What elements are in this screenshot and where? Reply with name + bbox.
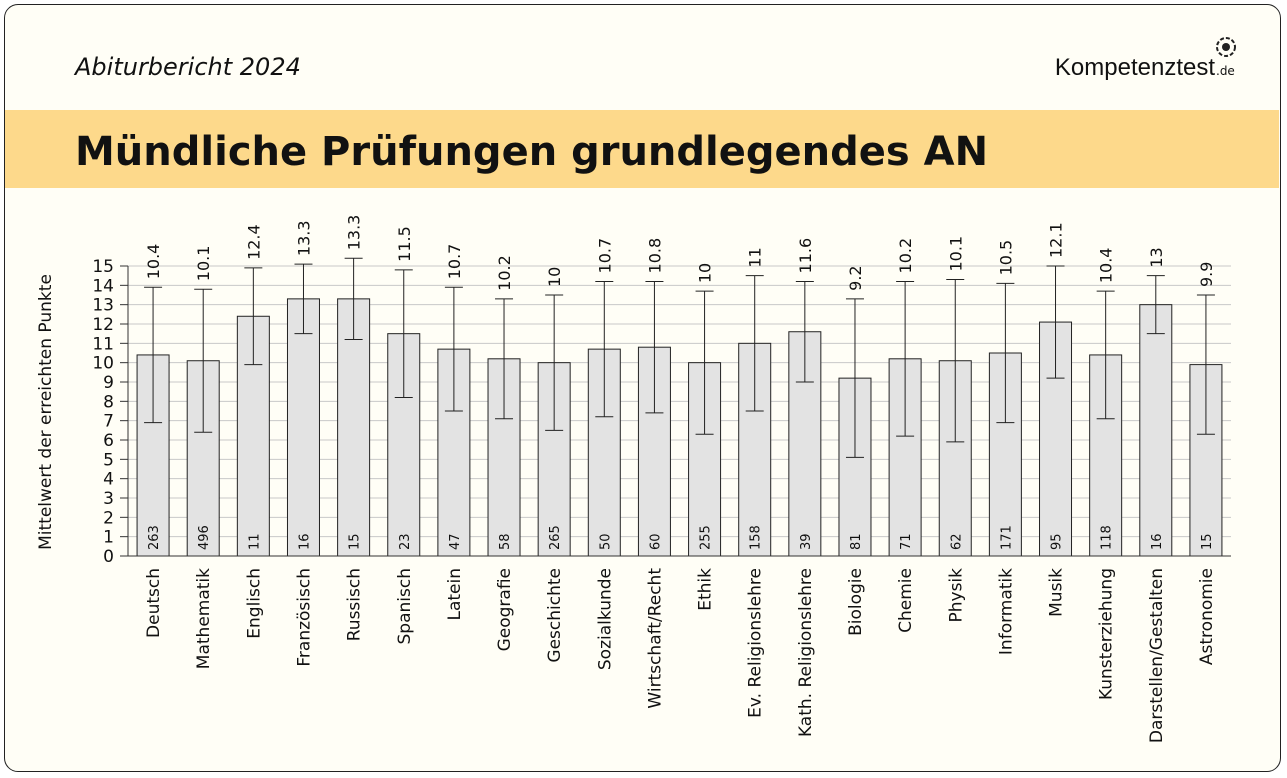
y-tick-label: 5 <box>103 450 114 470</box>
value-label: 9.2 <box>846 265 865 290</box>
x-tick-label: Astronomie <box>1197 568 1217 665</box>
value-label: 10.8 <box>645 238 664 274</box>
value-label: 10 <box>545 267 564 287</box>
y-tick-label: 12 <box>92 315 114 335</box>
logo-suffix: .de <box>1216 64 1235 78</box>
value-label: 10.4 <box>144 244 163 280</box>
count-label: 50 <box>598 533 613 550</box>
count-label: 39 <box>799 533 814 550</box>
card: Abiturbericht 2024 Kompetenztest .de Mün… <box>4 4 1281 772</box>
x-tick-label: Spanisch <box>395 568 415 644</box>
count-label: 58 <box>498 533 513 550</box>
y-tick-label: 3 <box>103 489 114 509</box>
y-tick-label: 15 <box>92 257 114 277</box>
value-label: 10.4 <box>1097 248 1116 284</box>
bar <box>1139 304 1173 557</box>
x-tick-label: Kath. Religionslehre <box>796 568 816 737</box>
count-label: 118 <box>1100 525 1115 550</box>
value-label: 12.1 <box>1047 222 1066 258</box>
count-label: 496 <box>197 525 212 550</box>
value-label: 10.1 <box>194 246 213 282</box>
count-label: 255 <box>699 525 714 550</box>
count-label: 16 <box>1150 533 1165 550</box>
subtitle: Abiturbericht 2024 <box>73 53 301 81</box>
bar <box>387 333 421 557</box>
count-label: 47 <box>448 533 463 550</box>
y-axis-label: Mittelwert der erreichten Punkte <box>36 274 56 550</box>
value-label: 11.5 <box>395 226 414 262</box>
value-label: 13.3 <box>345 215 364 251</box>
y-tick-label: 2 <box>103 508 114 528</box>
y-tick-label: 6 <box>103 431 114 451</box>
x-tick-label: Sozialkunde <box>595 568 615 670</box>
y-tick-label: 10 <box>92 354 114 374</box>
chart: Abiturbericht 2024 Kompetenztest .de Mün… <box>5 37 1279 743</box>
value-label: 9.9 <box>1197 262 1216 287</box>
bar <box>337 298 371 557</box>
x-tick-label: Ethik <box>696 568 716 611</box>
count-label: 265 <box>548 525 563 550</box>
bar <box>537 362 571 557</box>
value-label: 13 <box>1147 247 1166 267</box>
x-tick-label: Deutsch <box>144 568 164 638</box>
x-tick-label: Englisch <box>244 568 264 639</box>
x-tick-label: Musik <box>1047 568 1067 617</box>
y-tick-label: 1 <box>103 528 114 548</box>
count-label: 71 <box>899 533 914 550</box>
count-label: 158 <box>749 525 764 550</box>
logo-icon <box>1216 37 1236 57</box>
value-label: 10.2 <box>896 238 915 274</box>
value-label: 11.6 <box>796 238 815 274</box>
y-tick-label: 11 <box>92 334 114 354</box>
value-label: 13.3 <box>294 220 313 256</box>
x-tick-label: Informatik <box>996 568 1016 655</box>
y-tick-label: 14 <box>92 276 114 296</box>
count-label: 60 <box>648 533 663 550</box>
x-tick-label: Französisch <box>294 568 314 667</box>
value-label: 10.1 <box>946 236 965 272</box>
y-tick-label: 8 <box>103 392 114 412</box>
y-tick-label: 9 <box>103 373 114 393</box>
chart-title: Mündliche Prüfungen grundlegendes AN <box>75 129 988 175</box>
value-label: 10 <box>696 263 715 283</box>
value-label: 10.5 <box>996 240 1015 276</box>
count-label: 81 <box>849 533 864 550</box>
x-tick-label: Latein <box>445 568 465 621</box>
x-tick-label: Geografie <box>495 568 515 651</box>
count-label: 15 <box>348 533 363 550</box>
count-label: 95 <box>1050 533 1065 550</box>
x-tick-label: Mathematik <box>194 568 214 669</box>
logo: Kompetenztest <box>1055 54 1215 81</box>
count-label: 62 <box>949 533 964 550</box>
x-tick-label: Biologie <box>846 568 866 636</box>
x-tick-label: Wirtschaft/Recht <box>645 568 665 709</box>
count-label: 171 <box>999 525 1014 550</box>
x-tick-label: Geschichte <box>545 568 565 663</box>
value-label: 10.7 <box>595 238 614 274</box>
y-tick-label: 13 <box>92 296 114 316</box>
x-tick-label: Russisch <box>345 568 365 641</box>
count-label: 263 <box>147 525 162 550</box>
count-label: 16 <box>297 533 312 550</box>
x-tick-label: Chemie <box>896 568 916 633</box>
x-tick-label: Kunsterziehung <box>1097 568 1117 700</box>
y-tick-label: 0 <box>103 547 114 567</box>
count-label: 23 <box>398 533 413 550</box>
value-label: 12.4 <box>244 224 263 260</box>
value-label: 10.7 <box>445 244 464 280</box>
y-tick-label: 7 <box>103 412 114 432</box>
y-tick-label: 4 <box>103 470 114 490</box>
count-label: 11 <box>247 533 262 550</box>
value-label: 10.2 <box>495 255 514 291</box>
title-band <box>5 110 1279 188</box>
x-tick-label: Darstellen/Gestalten <box>1147 568 1167 743</box>
bar <box>286 298 320 557</box>
count-label: 15 <box>1200 533 1215 550</box>
value-label: 11 <box>746 247 765 267</box>
x-tick-label: Ev. Religionslehre <box>746 568 766 718</box>
x-tick-label: Physik <box>946 568 966 623</box>
